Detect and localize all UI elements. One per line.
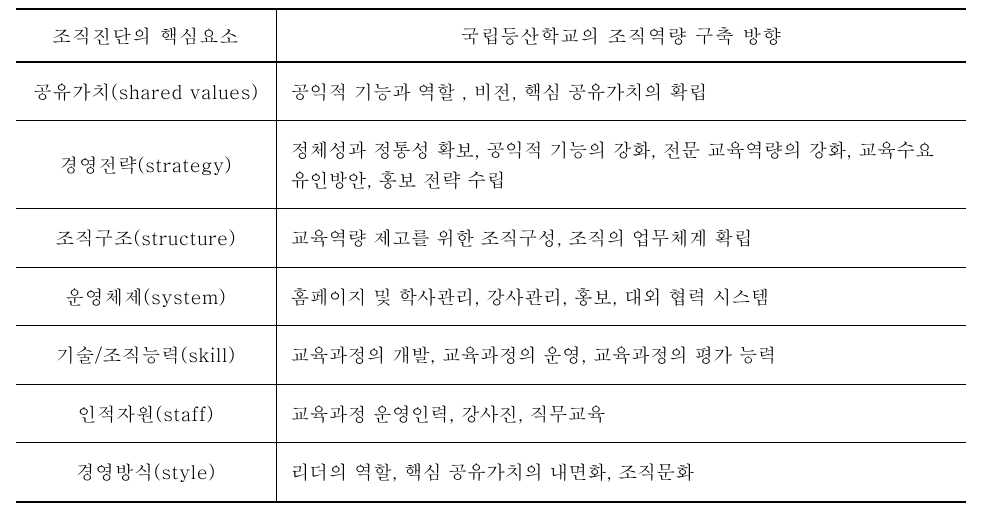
table-row: 운영체제(system) 홈페이지 및 학사관리, 강사관리, 홍보, 대외 협… [16,267,966,325]
table-row: 경영방식(style) 리더의 역할, 핵심 공유가치의 내면화, 조직문화 [16,443,966,502]
cell-value: 교육과정 운영인력, 강사진, 직무교육 [276,384,966,442]
cell-key: 경영방식(style) [16,443,276,502]
cell-value: 정체성과 정통성 확보, 공익적 기능의 강화, 전문 교육역량의 강화, 교육… [276,121,966,209]
cell-key: 인적자원(staff) [16,384,276,442]
table-row: 조직구조(structure) 교육역량 제고를 위한 조직구성, 조직의 업무… [16,209,966,267]
table-container: 조직진단의 핵심요소 국립등산학교의 조직역량 구축 방향 공유가치(share… [0,0,982,511]
col-header-2: 국립등산학교의 조직역량 구축 방향 [276,9,966,62]
cell-key: 공유가치(shared values) [16,62,276,121]
table-row: 인적자원(staff) 교육과정 운영인력, 강사진, 직무교육 [16,384,966,442]
table-header-row: 조직진단의 핵심요소 국립등산학교의 조직역량 구축 방향 [16,9,966,62]
cell-key: 기술/조직능력(skill) [16,326,276,384]
cell-key: 경영전략(strategy) [16,121,276,209]
cell-key: 조직구조(structure) [16,209,276,267]
cell-value: 교육과정의 개발, 교육과정의 운영, 교육과정의 평가 능력 [276,326,966,384]
cell-value: 리더의 역할, 핵심 공유가치의 내면화, 조직문화 [276,443,966,502]
cell-value: 교육역량 제고를 위한 조직구성, 조직의 업무체계 확립 [276,209,966,267]
col-header-1: 조직진단의 핵심요소 [16,9,276,62]
table-row: 공유가치(shared values) 공익적 기능과 역할 , 비전, 핵심 … [16,62,966,121]
org-capacity-table: 조직진단의 핵심요소 국립등산학교의 조직역량 구축 방향 공유가치(share… [16,8,966,503]
cell-value: 공익적 기능과 역할 , 비전, 핵심 공유가치의 확립 [276,62,966,121]
table-row: 경영전략(strategy) 정체성과 정통성 확보, 공익적 기능의 강화, … [16,121,966,209]
cell-key: 운영체제(system) [16,267,276,325]
cell-value: 홈페이지 및 학사관리, 강사관리, 홍보, 대외 협력 시스템 [276,267,966,325]
table-row: 기술/조직능력(skill) 교육과정의 개발, 교육과정의 운영, 교육과정의… [16,326,966,384]
